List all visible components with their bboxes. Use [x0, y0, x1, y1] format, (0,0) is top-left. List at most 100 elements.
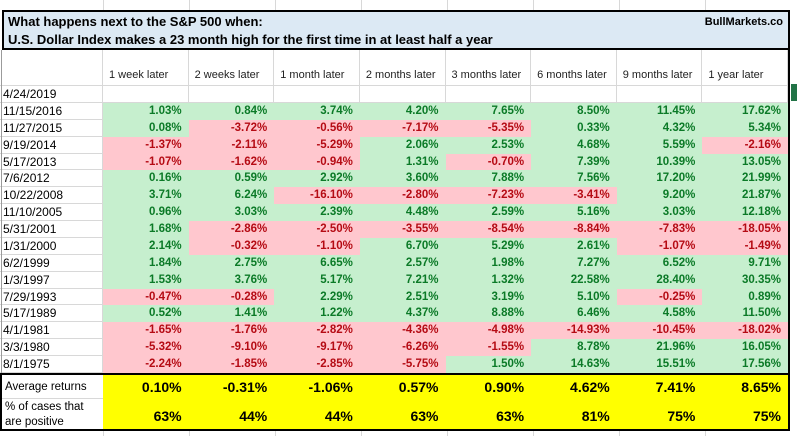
value-cell[interactable]: 5.17% — [274, 271, 360, 289]
value-cell[interactable]: 21.87% — [702, 187, 788, 205]
value-cell[interactable]: -0.28% — [188, 288, 275, 306]
column-header[interactable]: 1 year later — [702, 50, 788, 86]
value-cell[interactable]: 2.14% — [103, 237, 189, 255]
percent-positive-label[interactable]: % of cases that are positive — [5, 401, 84, 428]
column-header[interactable]: 3 months later — [445, 50, 532, 86]
value-cell[interactable]: 0.84% — [188, 102, 275, 120]
average-return-cell[interactable]: 7.41% — [616, 375, 703, 399]
value-cell[interactable]: 1.31% — [359, 153, 446, 171]
value-cell[interactable]: 6.52% — [616, 254, 703, 272]
value-cell[interactable]: 7.39% — [531, 153, 617, 171]
value-cell[interactable]: 6.70% — [359, 237, 446, 255]
date-cell[interactable]: 4/1/1981 — [0, 322, 103, 340]
date-cell[interactable]: 5/31/2001 — [0, 221, 103, 238]
value-cell[interactable]: -0.32% — [188, 237, 275, 255]
value-cell[interactable]: -1.65% — [103, 322, 189, 340]
value-cell[interactable]: 15.51% — [616, 356, 703, 373]
date-cell[interactable]: 10/22/2008 — [0, 187, 103, 205]
value-cell[interactable]: 4.20% — [359, 102, 446, 120]
value-cell[interactable]: 2.75% — [188, 254, 275, 272]
value-cell[interactable]: 17.20% — [616, 170, 703, 188]
value-cell[interactable]: -10.45% — [616, 322, 703, 340]
value-cell[interactable]: 0.16% — [103, 170, 189, 188]
value-cell[interactable]: 4.32% — [616, 119, 703, 137]
column-header[interactable]: 2 months later — [359, 50, 446, 86]
value-cell[interactable]: -9.17% — [274, 339, 360, 356]
value-cell[interactable]: -2.24% — [103, 356, 189, 373]
date-cell[interactable]: 7/6/2012 — [0, 170, 103, 188]
value-cell[interactable]: -1.37% — [103, 136, 189, 154]
average-return-cell[interactable]: 0.10% — [103, 375, 189, 399]
value-cell[interactable]: 6.24% — [188, 187, 275, 205]
value-cell[interactable]: 1.53% — [103, 271, 189, 289]
value-cell[interactable]: -2.50% — [274, 221, 360, 238]
value-cell[interactable] — [274, 86, 360, 103]
value-cell[interactable]: -2.85% — [274, 356, 360, 373]
value-cell[interactable] — [359, 86, 446, 103]
value-cell[interactable]: -1.10% — [274, 237, 360, 255]
value-cell[interactable]: -5.32% — [103, 339, 189, 356]
value-cell[interactable]: -2.11% — [188, 136, 275, 154]
value-cell[interactable]: 8.50% — [531, 102, 617, 120]
value-cell[interactable]: 1.98% — [445, 254, 532, 272]
value-cell[interactable]: -18.05% — [702, 221, 788, 238]
value-cell[interactable]: 21.99% — [702, 170, 788, 188]
average-return-cell[interactable]: -1.06% — [274, 375, 360, 399]
value-cell[interactable]: -2.80% — [359, 187, 446, 205]
value-cell[interactable]: -0.25% — [616, 288, 703, 306]
value-cell[interactable]: -4.36% — [359, 322, 446, 340]
value-cell[interactable]: 3.76% — [188, 271, 275, 289]
date-cell[interactable]: 4/24/2019 — [0, 86, 103, 103]
value-cell[interactable]: -5.75% — [359, 356, 446, 373]
value-cell[interactable]: 3.74% — [274, 102, 360, 120]
value-cell[interactable]: 3.60% — [359, 170, 446, 188]
value-cell[interactable]: -8.54% — [445, 221, 532, 238]
column-header[interactable]: 9 months later — [616, 50, 703, 86]
value-cell[interactable]: 7.21% — [359, 271, 446, 289]
average-return-cell[interactable]: 8.65% — [702, 375, 788, 399]
percent-positive-cell[interactable]: 63% — [103, 399, 189, 429]
average-return-cell[interactable]: 0.90% — [445, 375, 532, 399]
value-cell[interactable]: 3.71% — [103, 187, 189, 205]
percent-positive-cell[interactable]: 44% — [188, 399, 275, 429]
value-cell[interactable]: -16.10% — [274, 187, 360, 205]
value-cell[interactable]: 0.96% — [103, 204, 189, 221]
date-cell[interactable]: 6/2/1999 — [0, 254, 103, 272]
value-cell[interactable]: 7.56% — [531, 170, 617, 188]
percent-positive-cell[interactable]: 63% — [359, 399, 446, 429]
value-cell[interactable]: 11.50% — [702, 305, 788, 323]
value-cell[interactable]: -7.83% — [616, 221, 703, 238]
value-cell[interactable]: 5.10% — [531, 288, 617, 306]
value-cell[interactable]: 1.03% — [103, 102, 189, 120]
value-cell[interactable]: -5.35% — [445, 119, 532, 137]
value-cell[interactable]: 2.59% — [445, 204, 532, 221]
value-cell[interactable]: 4.68% — [531, 136, 617, 154]
value-cell[interactable]: -1.55% — [445, 339, 532, 356]
column-header[interactable]: 1 week later — [103, 50, 189, 86]
value-cell[interactable]: 0.33% — [531, 119, 617, 137]
average-return-cell[interactable]: -0.31% — [188, 375, 275, 399]
value-cell[interactable]: 28.40% — [616, 271, 703, 289]
date-cell[interactable]: 3/3/1980 — [0, 339, 103, 356]
value-cell[interactable]: 3.19% — [445, 288, 532, 306]
value-cell[interactable]: -2.82% — [274, 322, 360, 340]
value-cell[interactable]: -4.98% — [445, 322, 532, 340]
value-cell[interactable]: -0.70% — [445, 153, 532, 171]
value-cell[interactable]: -1.62% — [188, 153, 275, 171]
value-cell[interactable]: -0.94% — [274, 153, 360, 171]
value-cell[interactable]: 2.57% — [359, 254, 446, 272]
value-cell[interactable]: -8.84% — [531, 221, 617, 238]
date-cell[interactable]: 8/1/1975 — [0, 356, 103, 373]
value-cell[interactable]: 8.88% — [445, 305, 532, 323]
value-cell[interactable]: -9.10% — [188, 339, 275, 356]
value-cell[interactable]: 17.62% — [702, 102, 788, 120]
value-cell[interactable]: 7.27% — [531, 254, 617, 272]
date-cell[interactable]: 5/17/1989 — [0, 305, 103, 323]
value-cell[interactable]: 5.29% — [445, 237, 532, 255]
date-cell[interactable]: 11/10/2005 — [0, 204, 103, 221]
value-cell[interactable]: 22.58% — [531, 271, 617, 289]
percent-positive-cell[interactable]: 81% — [531, 399, 617, 429]
value-cell[interactable]: 16.05% — [702, 339, 788, 356]
value-cell[interactable]: 2.53% — [445, 136, 532, 154]
column-header[interactable]: 2 weeks later — [188, 50, 275, 86]
